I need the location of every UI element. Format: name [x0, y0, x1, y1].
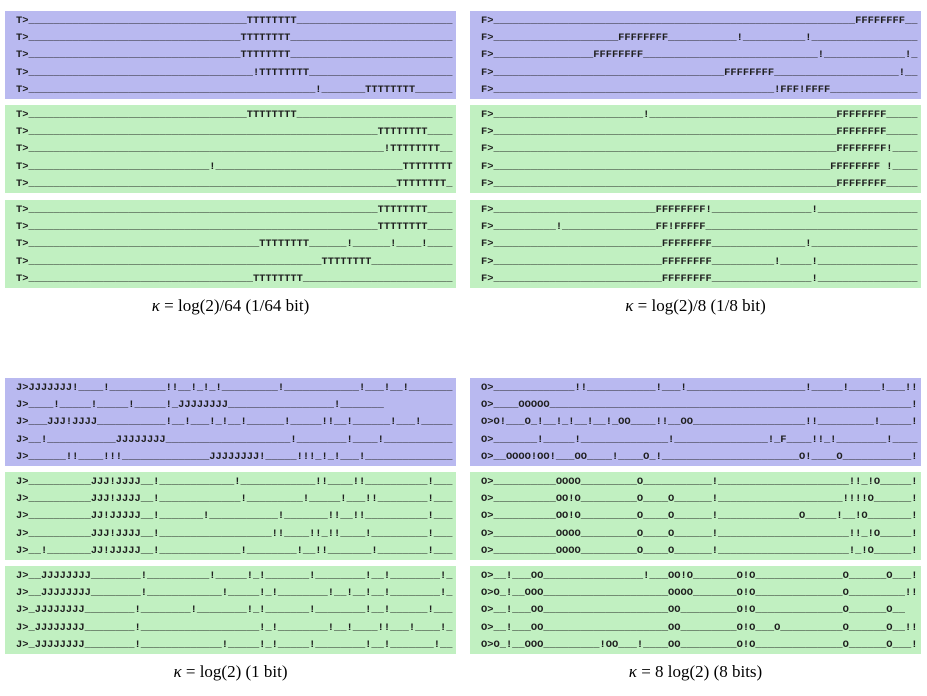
trace-line: T>__________________________________TTTT…	[16, 32, 453, 45]
trace-block: O>_____________!!___________!___!_______…	[470, 378, 921, 466]
trace-line: T>______________________________________…	[16, 143, 453, 156]
figure-caption: κ = 8 log(2) (8 bits)	[470, 662, 921, 682]
trace-block: J>__JJJJJJJJ________!__________!_____!_!…	[5, 566, 456, 654]
trace-line: O>_______!_____!______________!_________…	[481, 433, 918, 446]
trace-line: O>O!___O_!__!_!__!__!_OO____!!__OO______…	[481, 416, 918, 429]
trace-line: T>_____________________________________T…	[16, 238, 453, 251]
trace-line: O>__________OO!O_________O____O______!__…	[481, 493, 918, 506]
trace-line: J>_JJJJJJJJ________!_____________!_____!…	[16, 638, 453, 651]
trace-line: O>O_!__OOO____________________OOOO______…	[481, 587, 918, 600]
trace-line: F>_____________________________________F…	[481, 66, 918, 79]
trace-line: T>______________________________________…	[16, 126, 453, 139]
caption-text: = 8 log(2) (8 bits)	[636, 662, 763, 681]
trace-line: J>______!!____!!!______________JJJJJJJJ!…	[16, 450, 453, 463]
trace-line: F>______________________________________…	[481, 177, 918, 190]
trace-line: T>___________________________________TTT…	[16, 109, 453, 121]
trace-block: J>__________JJJ!JJJJ__!____________!____…	[5, 472, 456, 560]
trace-line: J>JJJJJJJ!____!_________!!__!_!_!_______…	[16, 382, 453, 394]
trace-block: O>__!___OO________________!___OO!O______…	[470, 566, 921, 654]
trace-line: T>____________________________________TT…	[16, 272, 453, 285]
trace-block: T>___________________________________TTT…	[5, 105, 456, 193]
trace-block: F>__________________________FFFFFFFF!___…	[470, 200, 921, 288]
trace-line: O>____OOOOO_____________________________…	[481, 399, 918, 412]
trace-line: F>___________________________FFFFFFFF___…	[481, 238, 918, 251]
trace-line: F>________________FFFFFFFF______________…	[481, 49, 918, 62]
caption-text: = log(2) (1 bit)	[181, 662, 288, 681]
trace-line: J>_JJJJJJJJ________!___________________!…	[16, 621, 453, 634]
trace-line: F>________________________!_____________…	[481, 109, 918, 121]
trace-line: O>_____________!!___________!___!_______…	[481, 382, 918, 394]
trace-line: O>O_!__OOO_________!OO___!____OO________…	[481, 638, 918, 651]
trace-line: O>__OOOO!OO!___OO____!____O_!___________…	[481, 450, 918, 463]
trace-line: T>_____________________________!________…	[16, 160, 453, 173]
trace-line: T>______________________________________…	[16, 221, 453, 234]
trace-line: F>______________________________________…	[481, 83, 918, 96]
trace-block: O>__________OOOO_________O___________!__…	[470, 472, 921, 560]
caption-text: = log(2)/64 (1/64 bit)	[159, 296, 310, 315]
trace-line: T>______________________________________…	[16, 204, 453, 216]
trace-line: O>__!___OO____________________OO________…	[481, 604, 918, 617]
trace-line: J>__JJJJJJJJ________!____________!_____!…	[16, 587, 453, 600]
trace-block: T>___________________________________TTT…	[5, 11, 456, 99]
caption-kappa: κ	[173, 662, 182, 681]
trace-line: J>___JJJ!JJJJ___________!__!___!_!__!___…	[16, 416, 453, 429]
figure-caption: κ = log(2)/64 (1/64 bit)	[5, 296, 456, 316]
trace-line: O>__________OOOO_________O___________!__…	[481, 476, 918, 488]
figure-caption: κ = log(2)/8 (1/8 bit)	[470, 296, 921, 316]
trace-line: F>___________________________FFFFFFFF___…	[481, 272, 918, 285]
caption-kappa: κ	[625, 296, 634, 315]
trace-line: O>__!___OO________________!___OO!O______…	[481, 570, 918, 582]
trace-line: T>____________________________________!T…	[16, 66, 453, 79]
trace-block: T>______________________________________…	[5, 200, 456, 288]
caption-text: = log(2)/8 (1/8 bit)	[633, 296, 766, 315]
trace-line: J>__!_______JJ!JJJJJ__!_____________!___…	[16, 544, 453, 557]
trace-line: F>______________________________________…	[481, 143, 918, 156]
figure-caption: κ = log(2) (1 bit)	[5, 662, 456, 682]
trace-line: J>__________JJJ!JJJJ__!_________________…	[16, 527, 453, 540]
trace-line: O>__________OOOO_________O____O______!__…	[481, 527, 918, 540]
trace-line: J>____!_____!_____!_____!_JJJJJJJJ______…	[16, 399, 453, 412]
trace-block: F>______________________________________…	[470, 11, 921, 99]
trace-block: F>________________________!_____________…	[470, 105, 921, 193]
trace-line: F>__________________________FFFFFFFF!___…	[481, 204, 918, 216]
trace-line: O>__!___OO____________________OO________…	[481, 621, 918, 634]
trace-line: J>__________JJ!JJJJJ__!_______!_________…	[16, 510, 453, 523]
trace-line: T>______________________________________…	[16, 255, 453, 268]
trace-line: F>__________!_______________FF!FFFFF____…	[481, 221, 918, 234]
trace-line: J>_JJJJJJJJ________!________!________!_!…	[16, 604, 453, 617]
trace-line: F>______________________________________…	[481, 160, 918, 173]
trace-line: J>__JJJJJJJJ________!__________!_____!_!…	[16, 570, 453, 582]
caption-kappa: κ	[628, 662, 637, 681]
trace-line: T>______________________________________…	[16, 83, 453, 96]
trace-line: F>____________________FFFFFFFF__________…	[481, 32, 918, 45]
trace-line: F>___________________________FFFFFFFF___…	[481, 255, 918, 268]
trace-block: J>JJJJJJJ!____!_________!!__!_!_!_______…	[5, 378, 456, 466]
trace-line: T>___________________________________TTT…	[16, 15, 453, 27]
caption-kappa: κ	[151, 296, 160, 315]
trace-line: T>__________________________________TTTT…	[16, 49, 453, 62]
trace-line: J>__!___________JJJJJJJJ________________…	[16, 433, 453, 446]
trace-line: O>__________OOOO_________O____O______!__…	[481, 544, 918, 557]
trace-line: O>__________OO!O_________O____O______!__…	[481, 510, 918, 523]
trace-line: F>______________________________________…	[481, 126, 918, 139]
trace-line: J>__________JJJ!JJJJ__!_____________!___…	[16, 493, 453, 506]
trace-line: F>______________________________________…	[481, 15, 918, 27]
trace-line: T>______________________________________…	[16, 177, 453, 190]
trace-line: J>__________JJJ!JJJJ__!____________!____…	[16, 476, 453, 488]
